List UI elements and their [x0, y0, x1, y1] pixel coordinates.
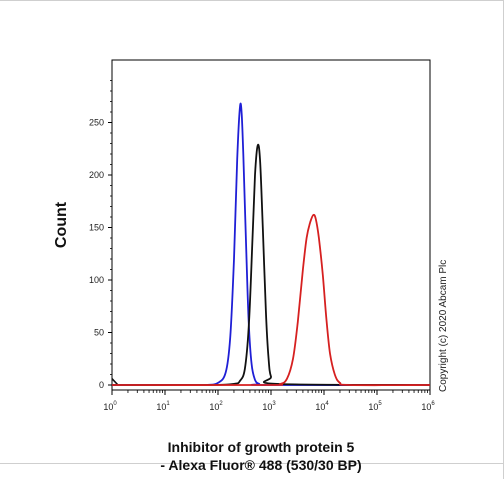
frame-top-border [0, 0, 504, 1]
x-axis-title-line-2: - Alexa Fluor® 488 (530/30 BP) [160, 457, 361, 473]
y-tick-label: 200 [89, 170, 104, 180]
x-axis-title-line-1: Inhibitor of growth protein 5 [168, 439, 355, 455]
x-tick-label: 102 [209, 401, 223, 412]
frame-bottom-border [0, 463, 504, 464]
x-tick-label: 100 [103, 401, 117, 412]
y-tick-label: 150 [89, 223, 104, 233]
series-layer [111, 102, 431, 387]
y-tick-label: 0 [99, 380, 104, 390]
histogram-series-2 [111, 143, 431, 386]
histogram-series-1 [112, 102, 431, 387]
x-tick-label: 106 [421, 401, 435, 412]
copyright-notice: Copyright (c) 2020 Abcam Plc [438, 260, 449, 392]
x-tick-label: 105 [368, 401, 382, 412]
y-axis-title: Count [53, 201, 70, 248]
y-tick-label: 250 [89, 118, 104, 128]
x-tick-label: 103 [262, 401, 276, 412]
histogram-series-2-edge-spike [111, 378, 119, 386]
y-axis: 0 50 100 150 200 250 [89, 80, 112, 390]
plot-area [111, 59, 431, 391]
histogram-series-3 [111, 213, 431, 387]
y-tick-label: 50 [94, 328, 104, 338]
x-tick-label: 104 [315, 401, 329, 412]
x-axis: 100 101 102 103 104 105 106 [103, 390, 435, 412]
y-tick-label: 100 [89, 275, 104, 285]
x-tick-label: 101 [156, 401, 170, 412]
